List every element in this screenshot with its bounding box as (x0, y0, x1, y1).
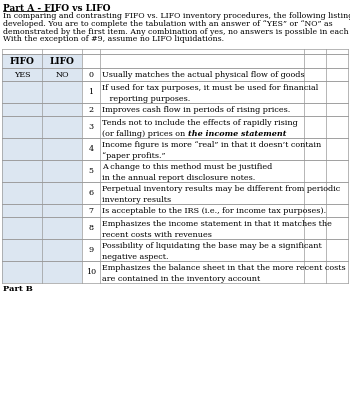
Text: recent costs with revenues: recent costs with revenues (102, 231, 212, 239)
Text: With the exception of #9, assume no LIFO liquidations.: With the exception of #9, assume no LIFO… (3, 35, 224, 43)
Text: are contained in the inventory account: are contained in the inventory account (102, 275, 260, 283)
Bar (42, 103, 82, 116)
Text: 10: 10 (86, 268, 96, 276)
Text: inventory results: inventory results (102, 196, 171, 203)
Bar (2, 138, 42, 160)
Text: 9: 9 (89, 246, 93, 254)
Text: Income figure is more “real” in that it doesn’t contain: Income figure is more “real” in that it … (102, 141, 321, 149)
Bar (2, 68, 42, 81)
Text: the income statement: the income statement (188, 130, 286, 138)
Text: negative aspect.: negative aspect. (102, 253, 168, 261)
Text: developed. You are to complete the tabulation with an answer of “YES” or “NO” as: developed. You are to complete the tabul… (3, 20, 332, 28)
Text: Part B: Part B (3, 285, 33, 293)
Text: 8: 8 (89, 224, 93, 232)
Bar (42, 81, 82, 103)
Text: NO: NO (55, 71, 69, 79)
Bar (42, 68, 82, 81)
Bar (2, 160, 42, 182)
Bar (42, 160, 82, 182)
Text: “paper profits.”: “paper profits.” (102, 152, 166, 160)
Text: Perpetual inventory results may be different from periodic: Perpetual inventory results may be diffe… (102, 185, 340, 193)
Text: 0: 0 (89, 71, 93, 79)
Bar (2, 54, 42, 68)
Bar (42, 261, 82, 283)
Text: demonstrated by the first item. Any combination of yes, no answers is possible i: demonstrated by the first item. Any comb… (3, 28, 350, 35)
Text: In comparing and contrasting FIFO vs. LIFO inventory procedures, the following l: In comparing and contrasting FIFO vs. LI… (3, 12, 350, 20)
Text: Emphasizes the income statement in that it matches the: Emphasizes the income statement in that … (102, 220, 332, 228)
Text: 4: 4 (89, 145, 93, 153)
Bar (2, 239, 42, 261)
Bar (2, 81, 42, 103)
Bar (2, 182, 42, 204)
Text: Tends not to include the effects of rapidly rising: Tends not to include the effects of rapi… (102, 119, 298, 127)
Text: A change to this method must be justified: A change to this method must be justifie… (102, 163, 272, 171)
Text: Emphasizes the balance sheet in that the more recent costs: Emphasizes the balance sheet in that the… (102, 264, 346, 272)
Text: Is acceptable to the IRS (i.e., for income tax purposes).: Is acceptable to the IRS (i.e., for inco… (102, 207, 326, 215)
Text: 5: 5 (89, 167, 93, 175)
Text: Improves cash flow in periods of rising prices.: Improves cash flow in periods of rising … (102, 106, 290, 114)
Bar (2, 103, 42, 116)
Bar (2, 261, 42, 283)
Text: 7: 7 (89, 207, 93, 215)
Text: 3: 3 (89, 123, 93, 131)
Text: (or falling) prices on ⁠: (or falling) prices on ⁠ (102, 130, 188, 138)
Text: Possibility of liquidating the base may be a significant: Possibility of liquidating the base may … (102, 242, 322, 250)
Text: Usually matches the actual physical flow of goods: Usually matches the actual physical flow… (102, 71, 304, 79)
Bar (42, 138, 82, 160)
Text: 2: 2 (89, 106, 93, 114)
Text: LIFO: LIFO (50, 57, 75, 66)
Text: reporting purposes.: reporting purposes. (102, 95, 190, 103)
Text: 1: 1 (89, 88, 93, 96)
Text: YES: YES (14, 71, 30, 79)
Bar (2, 116, 42, 138)
Bar (42, 54, 82, 68)
Bar (2, 217, 42, 239)
Bar (42, 182, 82, 204)
Text: 6: 6 (89, 189, 93, 197)
Bar (42, 217, 82, 239)
Bar (42, 239, 82, 261)
Text: If used for tax purposes, it must be used for financial: If used for tax purposes, it must be use… (102, 84, 318, 92)
Bar (42, 116, 82, 138)
Bar (42, 204, 82, 217)
Text: Part A - FIFO vs LIFO: Part A - FIFO vs LIFO (3, 4, 111, 13)
Text: in the annual report disclosure notes.: in the annual report disclosure notes. (102, 174, 255, 182)
Bar (2, 204, 42, 217)
Text: FIFO: FIFO (9, 57, 34, 66)
